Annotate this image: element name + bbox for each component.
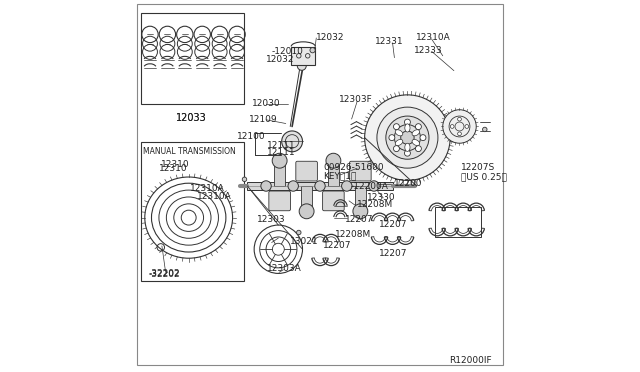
Circle shape [401,131,414,144]
Ellipse shape [405,124,410,132]
Text: 12207: 12207 [379,220,407,229]
Text: 12207: 12207 [345,215,373,224]
Circle shape [451,125,454,128]
Text: -32202: -32202 [148,270,180,279]
Circle shape [310,48,315,53]
Circle shape [365,95,450,180]
Text: 00926-51600: 00926-51600 [323,163,383,172]
Text: 12207S: 12207S [461,163,495,172]
Text: -32202: -32202 [149,269,180,278]
Text: 12310A: 12310A [196,192,231,201]
Text: -12200A: -12200A [351,182,388,191]
Text: R12000IF: R12000IF [449,356,492,365]
Ellipse shape [412,140,420,145]
Circle shape [394,124,399,129]
Text: 12303: 12303 [257,215,285,224]
Text: ＜US 0.25＞: ＜US 0.25＞ [461,172,506,181]
Text: 12032: 12032 [316,33,345,42]
FancyBboxPatch shape [323,191,344,211]
Bar [248,182,392,190]
Circle shape [353,204,368,219]
Ellipse shape [405,143,410,151]
Text: -12010: -12010 [271,47,303,56]
Text: 12200: 12200 [394,179,423,187]
Circle shape [458,117,461,121]
Circle shape [394,146,399,152]
Circle shape [298,61,306,70]
Text: 12333: 12333 [413,46,442,55]
Circle shape [261,181,271,191]
Text: 13021: 13021 [289,237,318,246]
Circle shape [420,135,426,141]
Circle shape [415,146,421,152]
Ellipse shape [412,130,420,136]
Circle shape [404,150,410,156]
FancyBboxPatch shape [349,161,371,181]
Bar [355,186,366,211]
FancyBboxPatch shape [269,191,291,211]
Text: 12208M: 12208M [335,230,371,239]
Bar [141,142,244,281]
Text: 12111: 12111 [267,148,296,157]
Text: 12100: 12100 [237,132,266,141]
Text: 12207: 12207 [323,241,351,250]
Circle shape [389,135,395,141]
Ellipse shape [396,140,403,145]
Circle shape [458,132,461,136]
Circle shape [483,127,487,132]
Text: 12303A: 12303A [267,264,302,273]
Circle shape [415,124,421,129]
Circle shape [377,107,438,168]
Circle shape [386,116,429,159]
Text: 12109: 12109 [250,115,278,124]
Circle shape [443,110,476,143]
Text: KEY（1）: KEY（1） [323,171,356,180]
Text: 12310: 12310 [161,160,189,169]
Bar [328,161,339,186]
Text: 12033: 12033 [176,113,207,124]
Bar [435,207,481,237]
Circle shape [404,119,410,125]
Text: 12310A: 12310A [190,185,225,193]
Circle shape [299,204,314,219]
Circle shape [369,181,379,191]
Circle shape [342,181,352,191]
Circle shape [243,177,246,182]
Text: 12310A: 12310A [416,33,451,42]
Text: 12030: 12030 [252,99,280,108]
Circle shape [315,181,325,191]
Circle shape [296,230,301,235]
Ellipse shape [396,130,403,136]
Text: 12207: 12207 [379,249,407,258]
Circle shape [288,181,298,191]
Text: 12310: 12310 [159,164,188,173]
Bar [141,13,244,104]
Text: 12303F: 12303F [339,95,372,104]
Circle shape [282,131,303,152]
Text: 12032: 12032 [266,55,295,64]
Bar [274,161,285,186]
Bar [301,186,312,211]
Text: 12331: 12331 [375,37,404,46]
Circle shape [465,125,468,128]
FancyBboxPatch shape [296,161,317,181]
Text: 12208M: 12208M [356,200,393,209]
Text: 12033: 12033 [176,113,207,124]
Bar [291,46,316,65]
Circle shape [326,153,341,168]
Text: 12330: 12330 [367,193,395,202]
Text: MANUAL TRANSMISSION: MANUAL TRANSMISSION [143,147,236,155]
Text: 12111: 12111 [267,141,296,150]
Circle shape [272,153,287,168]
